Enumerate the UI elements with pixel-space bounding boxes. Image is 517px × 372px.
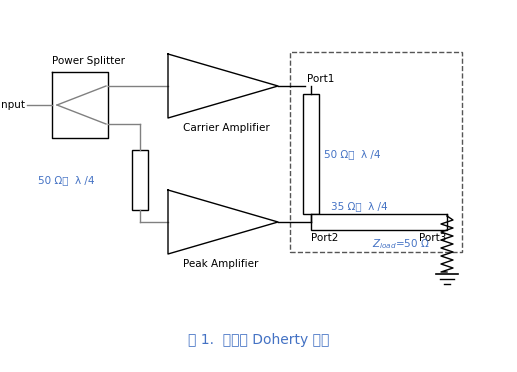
Bar [132, 150, 148, 210]
Text: 50 Ω，  λ /4: 50 Ω， λ /4 [38, 175, 95, 185]
Bar [303, 94, 319, 214]
Text: $Z_{load}$=50 Ω: $Z_{load}$=50 Ω [372, 237, 430, 251]
Text: 35 Ω，  λ /4: 35 Ω， λ /4 [331, 201, 388, 211]
Text: Carrier Amplifier: Carrier Amplifier [183, 123, 270, 133]
Text: Port3: Port3 [419, 233, 446, 243]
Text: Peak Amplifier: Peak Amplifier [183, 259, 258, 269]
Text: Port1: Port1 [307, 74, 334, 84]
Text: Power Splitter: Power Splitter [52, 56, 125, 66]
Text: 50 Ω，  λ /4: 50 Ω， λ /4 [324, 149, 381, 159]
Text: input: input [0, 100, 25, 110]
Text: 图 1.  标准的 Doherty 功放: 图 1. 标准的 Doherty 功放 [188, 333, 329, 347]
Bar [290, 52, 462, 252]
Bar [311, 214, 447, 230]
Text: Port2: Port2 [311, 233, 338, 243]
